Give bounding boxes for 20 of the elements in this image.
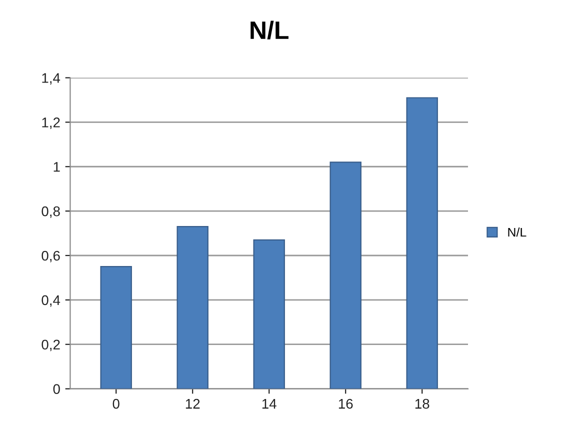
- y-tick-label: 0: [53, 384, 60, 394]
- x-tick-label: 16: [338, 398, 353, 409]
- y-tick-label: 0,2: [42, 340, 60, 352]
- legend-label: N/L: [508, 227, 526, 237]
- y-tick-label: 1,4: [42, 73, 60, 85]
- bar: [100, 266, 132, 389]
- x-tick-label: 14: [262, 399, 276, 409]
- bar: [253, 239, 285, 389]
- y-tick-label: 1,2: [42, 118, 60, 130]
- bar: [176, 226, 208, 389]
- x-tick-label: 18: [415, 398, 430, 409]
- bar: [330, 162, 362, 389]
- x-tick-label: 0: [112, 398, 120, 409]
- chart-title: N/L: [250, 20, 288, 40]
- y-tick-label: 0,4: [42, 295, 60, 307]
- y-tick-label: 0,6: [42, 250, 60, 262]
- x-tick-label: 12: [186, 398, 200, 409]
- y-tick-label: 1: [54, 162, 60, 172]
- bar: [406, 97, 438, 389]
- y-tick-label: 0,8: [42, 206, 60, 218]
